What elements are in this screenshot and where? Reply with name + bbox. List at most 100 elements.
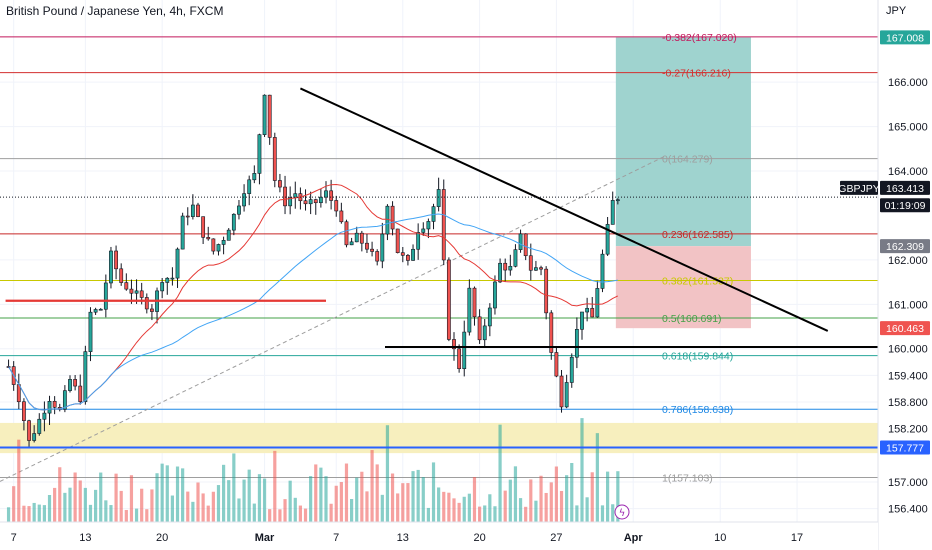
price-axis[interactable]	[878, 0, 932, 550]
volume-bar	[503, 490, 507, 522]
y-tick-label: 166.000	[888, 77, 928, 89]
volume-bar	[12, 486, 16, 522]
volume-bar	[580, 418, 584, 522]
candle	[160, 282, 165, 292]
candle	[114, 250, 118, 270]
y-tick-label: 161.000	[888, 299, 928, 311]
volume-bar	[37, 504, 41, 522]
candle	[370, 248, 374, 252]
volume-bar	[160, 463, 164, 522]
candle	[211, 238, 216, 252]
x-tick-label: 27	[550, 532, 562, 544]
price-label-text: 167.008	[886, 32, 924, 44]
candle	[124, 282, 129, 290]
volume-bar	[68, 487, 72, 522]
volume-bar	[549, 482, 553, 522]
volume-bar	[242, 479, 246, 522]
price-label	[880, 321, 930, 336]
volume-bar	[237, 498, 241, 522]
candle	[47, 401, 52, 414]
event-marker-icon[interactable]: ϟ	[614, 504, 630, 520]
candle	[93, 309, 98, 313]
candle	[508, 265, 513, 271]
candle	[98, 308, 103, 311]
candle	[446, 259, 451, 340]
lightning-icon: ϟ	[619, 508, 626, 519]
volume-bar	[293, 497, 297, 522]
volume-bar	[129, 475, 134, 522]
candle	[62, 390, 67, 410]
fib-level-label: 0.786(158.638)	[662, 404, 733, 416]
y-tick-label: 158.200	[888, 424, 928, 436]
volume-bars	[6, 418, 620, 522]
candle	[544, 268, 549, 314]
y-tick-label: 165.000	[888, 122, 928, 134]
volume-bar	[616, 471, 620, 522]
candle	[278, 180, 282, 188]
volume-bar	[559, 490, 564, 522]
candle	[329, 190, 334, 201]
volume-bar	[247, 469, 251, 522]
volume-bar	[47, 495, 52, 522]
candle	[365, 242, 369, 250]
candle	[452, 339, 456, 350]
volume-bar	[232, 453, 236, 522]
volume-bar	[88, 504, 93, 522]
candle	[416, 232, 421, 250]
candle	[216, 244, 221, 252]
volume-bar	[104, 500, 108, 522]
volume-bar	[518, 498, 523, 522]
price-label	[880, 239, 930, 254]
volume-bar	[211, 491, 215, 522]
volume-bar	[355, 477, 359, 522]
candle	[564, 382, 569, 408]
volume-bar	[365, 491, 369, 522]
time-axis[interactable]	[0, 522, 878, 550]
candle	[226, 229, 231, 241]
candle	[22, 401, 26, 421]
support-zone	[0, 422, 878, 454]
volume-bar	[513, 466, 518, 522]
volume-bar	[344, 463, 349, 522]
volume-bar	[145, 509, 149, 522]
fib-level-label: 0(164.279)	[662, 154, 713, 166]
candle	[559, 375, 564, 408]
candle	[574, 329, 579, 358]
candle	[134, 290, 139, 294]
volume-bar	[191, 501, 195, 522]
candle	[482, 325, 487, 341]
volume-bar	[303, 508, 308, 522]
candle	[318, 196, 323, 204]
stop-zone[interactable]	[615, 246, 751, 329]
volume-bar	[73, 472, 77, 522]
volume-bar	[611, 504, 615, 522]
volume-bar	[78, 480, 82, 522]
moving-average-slow	[8, 213, 618, 411]
volume-bar	[570, 463, 574, 522]
candle	[175, 248, 180, 279]
candle	[288, 197, 293, 207]
price-label	[880, 30, 930, 45]
candle	[231, 213, 236, 231]
candle	[600, 253, 605, 289]
candle	[595, 288, 600, 318]
fib-level-label: 1(157.103)	[662, 472, 713, 484]
volume-bar	[42, 505, 46, 522]
candle	[610, 200, 615, 225]
volume-bar	[268, 509, 272, 522]
volume-bar	[262, 478, 267, 522]
candle	[88, 311, 93, 352]
volume-bar	[406, 483, 410, 522]
candle	[180, 215, 185, 250]
fibonacci-retracement[interactable]: -0.382(167.020) -0.27(166.216) 0(164.279) 0…	[0, 32, 878, 485]
fib-level-label: -0.27(166.216)	[662, 68, 731, 80]
descending-trendline[interactable]	[299, 87, 829, 332]
candle	[27, 420, 31, 441]
candle	[354, 232, 359, 243]
event-marker-circle	[614, 504, 630, 520]
volume-bar	[206, 505, 210, 522]
candle	[237, 205, 241, 215]
volume-bar	[462, 496, 466, 522]
